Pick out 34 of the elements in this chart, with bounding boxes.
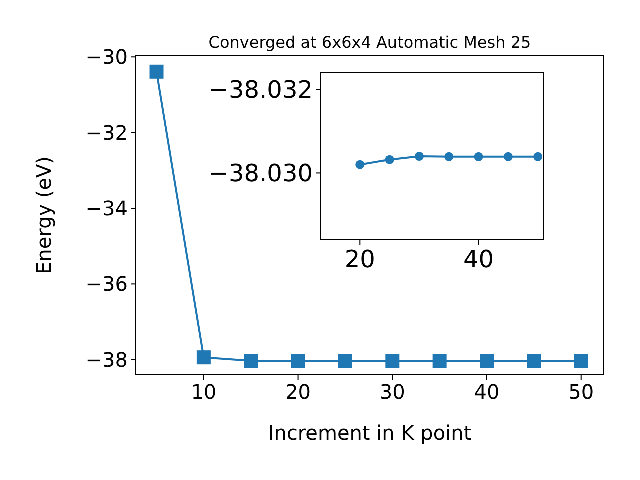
x-tick-label: 10	[191, 380, 217, 404]
x-tick-label: 20	[286, 380, 312, 404]
x-tick-label: 50	[568, 380, 594, 404]
point	[432, 354, 447, 368]
point	[474, 152, 484, 162]
point	[444, 152, 454, 162]
y-tick-label: −30	[86, 45, 128, 70]
y-tick-label: −38.032	[208, 76, 313, 104]
point	[338, 354, 352, 368]
y-tick-label: −34	[86, 196, 128, 220]
x-tick-label: 30	[380, 380, 406, 404]
x-tick-label: 20	[344, 245, 376, 274]
point	[385, 155, 394, 164]
x-tick-label: 40	[463, 245, 494, 274]
x-tick-label: 40	[474, 380, 500, 404]
y-tick-label: −38	[86, 348, 128, 372]
y-tick-label: −36	[86, 272, 128, 296]
chart-title: Converged at 6x6x4 Automatic Mesh 25	[208, 33, 532, 52]
y-tick-label: −38.030	[208, 160, 313, 188]
point	[244, 354, 258, 368]
point	[356, 160, 365, 170]
point	[504, 152, 513, 162]
point	[534, 152, 543, 162]
point	[291, 354, 306, 368]
y-axis-title: Energy (eV)	[32, 156, 56, 274]
point	[386, 354, 400, 368]
point	[574, 354, 588, 368]
point	[480, 354, 494, 368]
y-tick-label: −32	[86, 120, 128, 145]
x-axis-title: Increment in K point	[268, 421, 472, 445]
point	[196, 350, 211, 365]
point	[527, 354, 542, 368]
point	[414, 152, 424, 162]
point	[150, 64, 164, 79]
